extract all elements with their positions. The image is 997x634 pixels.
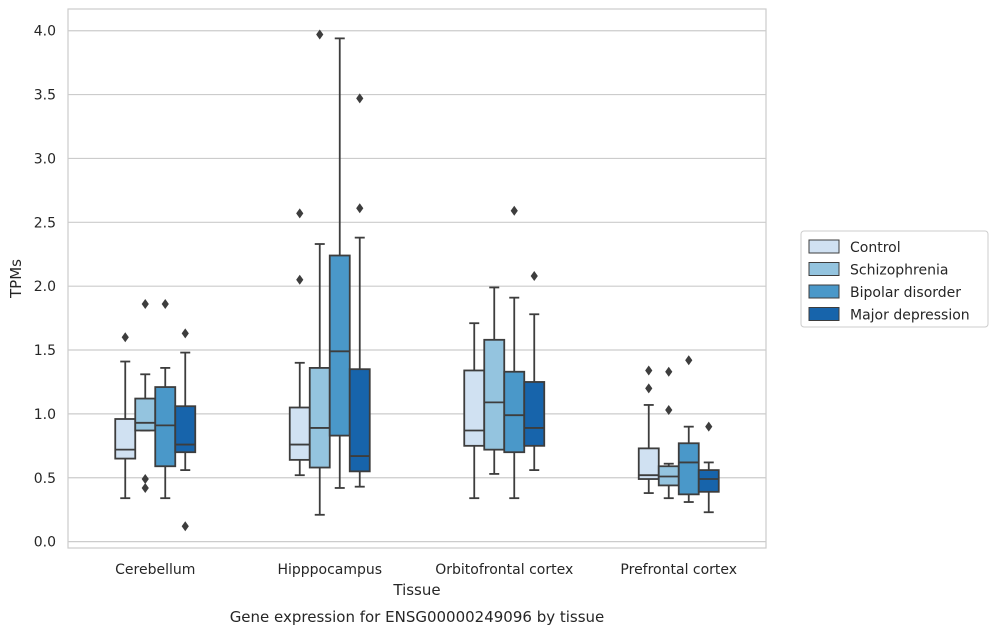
outlier-point	[121, 332, 129, 343]
legend-label: Control	[850, 240, 901, 256]
box	[348, 368, 371, 473]
box-major-depression	[348, 93, 371, 488]
legend-swatch	[808, 262, 840, 276]
box-schizophrenia	[134, 299, 157, 493]
box-control	[288, 208, 311, 477]
box-bipolar-disorder	[328, 37, 351, 489]
outlier-point	[665, 405, 673, 416]
y-tick-label: 2.0	[34, 279, 56, 295]
box	[308, 367, 331, 469]
legend: Control Schizophrenia Bipolar disorder Majo…	[800, 230, 989, 328]
outlier-point	[161, 299, 169, 310]
outlier-point	[645, 383, 653, 394]
box	[697, 469, 720, 493]
box-groups	[114, 29, 720, 532]
box-major-depression	[523, 270, 546, 471]
box-bipolar-disorder	[154, 299, 177, 500]
box-bipolar-disorder	[677, 355, 700, 503]
y-tick-label: 0.0	[34, 535, 56, 551]
legend-swatch	[808, 284, 840, 299]
chart-caption: Gene expression for ENSG00000249096 by t…	[230, 608, 605, 626]
y-tick-label: 2.5	[34, 215, 56, 231]
box-schizophrenia	[308, 29, 331, 516]
legend-swatch	[808, 307, 840, 321]
box-schizophrenia	[483, 286, 506, 475]
box	[288, 406, 311, 461]
box-control	[463, 322, 486, 500]
outlier-point	[296, 274, 304, 285]
box	[483, 338, 506, 451]
outlier-point	[356, 203, 364, 214]
box-major-depression	[174, 328, 197, 532]
outlier-point	[645, 365, 653, 376]
outlier-point	[530, 270, 538, 281]
y-tick-label: 4.0	[34, 24, 56, 40]
outlier-point	[665, 366, 673, 377]
x-tick-label: Cerebellum	[115, 562, 195, 578]
y-tick-labels: 0.0 0.5 1.0 1.5 2.0 2.5 3.0 3.5 4.0	[34, 24, 56, 551]
outlier-point	[296, 208, 304, 219]
outlier-point	[685, 355, 693, 366]
legend-frame	[800, 230, 989, 328]
y-tick-label: 0.5	[34, 471, 56, 487]
outlier-point	[141, 474, 149, 485]
box	[503, 370, 526, 454]
box	[463, 369, 486, 447]
legend-swatch	[808, 239, 840, 254]
box	[328, 254, 351, 437]
y-tick-label: 1.5	[34, 343, 56, 359]
y-tick-label: 3.0	[34, 151, 56, 167]
box-major-depression	[697, 421, 720, 514]
x-tick-label: Hipppocampus	[277, 562, 382, 578]
x-tick-label: Prefrontal cortex	[620, 562, 737, 578]
outlier-point	[316, 29, 324, 40]
box-bipolar-disorder	[503, 205, 526, 500]
legend-label: Major depression	[850, 308, 970, 324]
x-tick-labels: Cerebellum Hipppocampus Orbitofrontal cort…	[115, 562, 737, 578]
outlier-point	[141, 299, 149, 310]
outlier-point	[705, 421, 713, 432]
box-control	[114, 332, 137, 500]
outlier-point	[510, 205, 518, 216]
box	[637, 447, 660, 480]
box-schizophrenia	[657, 366, 680, 500]
outlier-point	[181, 328, 189, 339]
box-control	[637, 365, 660, 494]
legend-label: Bipolar disorder	[850, 285, 961, 301]
outlier-point	[141, 482, 149, 493]
outlier-point	[356, 93, 364, 104]
outlier-point	[181, 521, 189, 532]
box	[114, 418, 137, 460]
box	[174, 405, 197, 454]
box	[134, 397, 157, 432]
y-tick-label: 1.0	[34, 407, 56, 423]
y-tick-label: 3.5	[34, 88, 56, 104]
box	[677, 442, 700, 496]
legend-label: Schizophrenia	[850, 263, 948, 279]
x-tick-label: Orbitofrontal cortex	[435, 562, 573, 578]
y-axis-label: TPMs	[7, 259, 25, 299]
box	[154, 386, 177, 468]
box	[523, 381, 546, 447]
plot-frame	[67, 8, 767, 549]
x-axis-label: Tissue	[392, 581, 440, 599]
